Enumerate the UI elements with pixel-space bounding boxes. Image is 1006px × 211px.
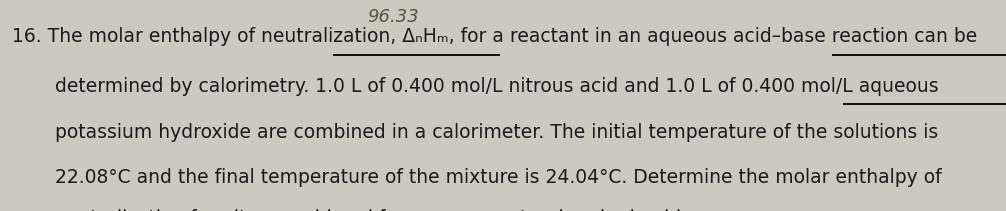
Text: 16. The molar enthalpy of neutralization, ΔₙHₘ, for a reactant in an aqueous aci: 16. The molar enthalpy of neutralization… — [12, 27, 977, 46]
Text: 22.08°C and the final temperature of the mixture is 24.04°C. Determine the molar: 22.08°C and the final temperature of the… — [55, 168, 942, 187]
Text: 96.33: 96.33 — [367, 8, 418, 26]
Text: neutralization for nitrous acid and for aqueous potassium hydroxide.: neutralization for nitrous acid and for … — [55, 209, 699, 211]
Text: potassium hydroxide are combined in a calorimeter. The initial temperature of th: potassium hydroxide are combined in a ca… — [55, 123, 939, 142]
Text: determined by calorimetry. 1.0 L of 0.400 mol/L nitrous acid and 1.0 L of 0.400 : determined by calorimetry. 1.0 L of 0.40… — [55, 77, 939, 96]
